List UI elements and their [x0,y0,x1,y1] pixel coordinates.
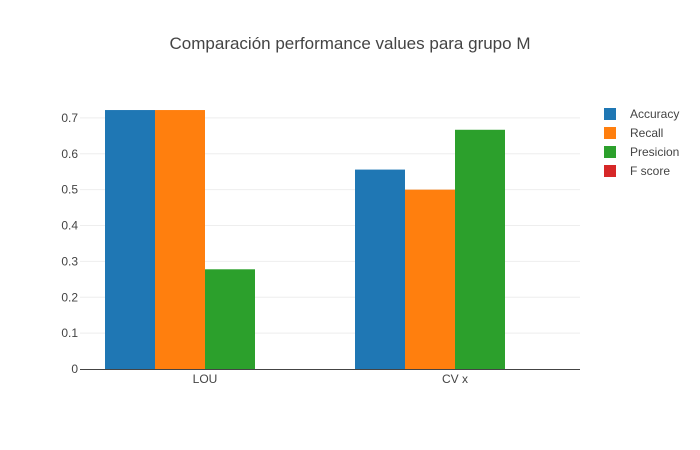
bar-presicion-cv-x[interactable] [455,129,505,369]
legend-swatch-accuracy[interactable] [604,108,616,120]
bar-recall-cv-x[interactable] [405,189,455,369]
bar-presicion-lou[interactable] [205,269,255,369]
bar-accuracy-cv-x[interactable] [355,169,405,369]
y-tick-label: 0.1 [61,326,78,340]
legend-label-accuracy[interactable]: Accuracy [630,107,679,121]
y-tick-label: 0.6 [61,147,78,161]
y-tick-label: 0 [71,362,78,376]
x-axis-ticks: LOU CV x [193,372,468,386]
legend-label-recall[interactable]: Recall [630,126,663,140]
legend-swatch-f-score[interactable] [604,165,616,177]
chart-title: Comparación performance values para grup… [169,34,531,53]
y-tick-label: 0.7 [61,111,78,125]
x-tick-label: CV x [442,372,468,386]
y-tick-label: 0.4 [61,219,78,233]
legend-swatch-recall[interactable] [604,127,616,139]
bars [105,110,505,369]
x-tick-label: LOU [193,372,218,386]
legend-label-presicion[interactable]: Presicion [630,145,679,159]
y-tick-label: 0.5 [61,183,78,197]
legend-label-f-score[interactable]: F score [630,164,670,178]
bar-accuracy-lou[interactable] [105,110,155,369]
y-tick-label: 0.2 [61,290,78,304]
bar-recall-lou[interactable] [155,110,205,369]
y-tick-label: 0.3 [61,254,78,268]
y-axis-ticks: 0 0.1 0.2 0.3 0.4 0.5 0.6 0.7 [61,111,78,376]
legend-swatch-presicion[interactable] [604,146,616,158]
legend: Accuracy Recall Presicion F score [604,107,679,178]
